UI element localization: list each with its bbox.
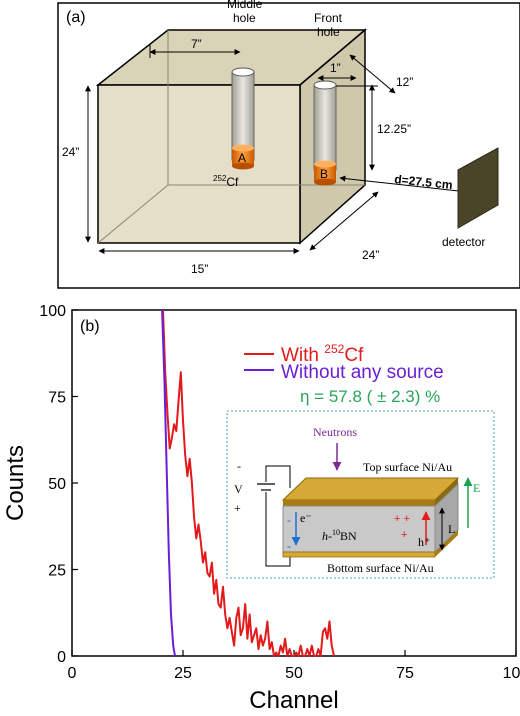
field-label: E: [473, 481, 480, 495]
hole-label: h⁺: [418, 535, 430, 549]
dim-1-label: 1”: [330, 61, 341, 75]
panel-a-label: (a): [66, 9, 86, 26]
x-tick-label: 75: [396, 665, 414, 682]
bn-label: h-10BN: [322, 528, 357, 543]
circuit-minus: -: [237, 459, 241, 473]
dim-24-left-label: 24”: [62, 145, 79, 159]
panel-b-label: (b): [80, 318, 100, 335]
box-hidden-edge: [97, 184, 169, 244]
dim-24-bottom-line: [309, 191, 379, 251]
x-tick-labels: 0 25 50 75 100: [68, 665, 520, 682]
efficiency-label: η = 57.8 ( ± 2.3) %: [300, 387, 440, 406]
middle-hole-label: Middle: [227, 0, 263, 11]
x-tick-label: 100: [503, 665, 520, 682]
front-hole-label: Front: [314, 11, 343, 25]
charge-neg: -: [287, 513, 291, 527]
x-tick-label: 0: [68, 665, 77, 682]
top-electrode: [281, 477, 460, 501]
bottom-electrode: [282, 551, 436, 558]
inset-top-surface-label: Top surface Ni/Au: [363, 460, 452, 474]
y-axis-title: Counts: [2, 445, 29, 521]
dim-24-bottom-label: 24”: [362, 248, 379, 262]
circuit-voltage: V: [234, 482, 243, 496]
axis-ticks: [71, 309, 517, 657]
detector-icon: [457, 147, 499, 229]
cf-label: 252Cf: [213, 174, 239, 189]
inset-device-schematic: Neutrons Top surface Ni/Au - V + h-10BN: [226, 410, 495, 579]
middle-hole-label: hole: [233, 11, 256, 25]
dim-1225-label: 12.25”: [377, 122, 411, 136]
inset-bottom-surface-label: Bottom surface Ni/Au: [327, 561, 434, 575]
legend-label-with-cf: With 252Cf: [281, 342, 364, 366]
circuit-wire: [265, 465, 291, 567]
circuit-plus: +: [234, 501, 241, 515]
distance-label: d=27.5 cm: [394, 172, 454, 192]
series-line-without-source: [161, 309, 176, 657]
y-tick-label: 75: [48, 390, 66, 407]
y-tick-label: 0: [57, 649, 66, 666]
dim-15-label: 15”: [191, 262, 208, 276]
series-layer: [161, 309, 335, 657]
inset-neutrons-label: Neutrons: [313, 425, 357, 439]
top-electrode-edge: [283, 500, 435, 506]
source-b: B: [314, 160, 336, 186]
charge-pos: + +: [394, 513, 410, 525]
legend: With 252Cf Without any source η = 57.8 (…: [244, 342, 444, 406]
x-tick-label: 50: [285, 665, 303, 682]
charge-pos: +: [401, 529, 407, 541]
electron-label: e⁻: [300, 511, 312, 525]
distance-line: [339, 175, 478, 196]
charge-neg: -: [287, 539, 291, 553]
x-tick-label: 25: [174, 665, 192, 682]
panel-a: (a) A 252Cf B: [57, 0, 520, 289]
source-a-label: A: [238, 151, 246, 165]
legend-label-without-source: Without any source: [281, 362, 444, 383]
x-axis-title: Channel: [249, 687, 338, 714]
dim-12-label: 12”: [396, 75, 413, 89]
source-b-label: B: [320, 167, 328, 181]
dim-7-label: 7”: [191, 37, 202, 51]
source-a: A: [232, 144, 254, 170]
box-front-face: [97, 84, 301, 244]
y-tick-label: 50: [48, 476, 66, 493]
dim-12-line: [349, 54, 396, 94]
y-tick-label: 100: [39, 303, 66, 320]
panel-b: (b) 0 25 50 75 100 0 25 50 75 100 Channel Counts…: [2, 303, 520, 714]
front-hole-label: hole: [317, 25, 340, 39]
thickness-label: L: [448, 522, 455, 536]
y-tick-label: 25: [48, 563, 66, 580]
middle-hole-tube: [231, 67, 255, 161]
detector-label: detector: [442, 235, 485, 249]
y-tick-labels: 0 25 50 75 100: [39, 303, 66, 666]
front-hole-tube: [313, 80, 337, 171]
series-line-with-cf: [162, 309, 335, 657]
